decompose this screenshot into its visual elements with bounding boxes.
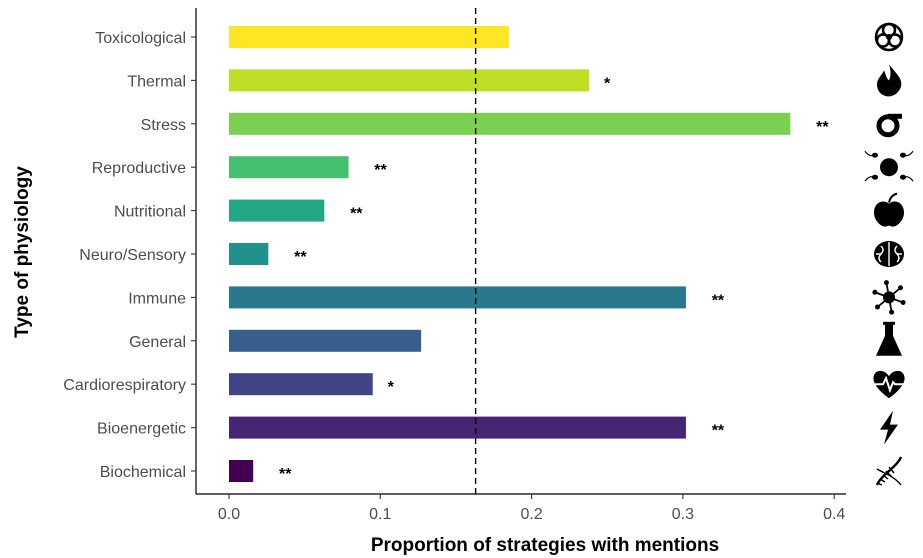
brain-icon (874, 241, 904, 267)
y-tick-label: Cardiorespiratory (63, 377, 186, 394)
y-tick-label: Biochemical (100, 464, 186, 481)
sperm-egg-icon (864, 150, 914, 182)
bar (229, 199, 325, 222)
y-axis-ticks: Toxicological Thermal Stress Reproductive Nu… (63, 30, 196, 481)
significance-label: * (388, 379, 395, 396)
flask-icon (876, 321, 902, 356)
bars-layer (229, 26, 791, 482)
y-tick-label: Nutritional (114, 204, 186, 221)
sigma-icon (876, 113, 902, 138)
heartbeat-icon (873, 370, 905, 399)
significance-label: ** (294, 249, 307, 266)
flame-icon (877, 64, 902, 97)
apple-icon (874, 192, 904, 227)
bar (229, 460, 254, 482)
bar (229, 286, 686, 309)
x-tick-label: 0.3 (672, 506, 694, 523)
bar (229, 329, 422, 352)
y-tick-label: Bioenergetic (97, 421, 186, 438)
significance-label: ** (374, 162, 387, 179)
x-tick-label: 0.0 (218, 506, 240, 523)
x-axis-title: Proportion of strategies with mentions (371, 535, 719, 556)
y-tick-label: General (129, 334, 186, 351)
significance-label: ** (350, 206, 363, 223)
y-axis-title: Type of physiology (12, 166, 33, 338)
bar (229, 416, 686, 439)
bar (229, 69, 590, 92)
significance-label: ** (279, 466, 292, 483)
y-tick-label: Neuro/Sensory (79, 247, 186, 264)
x-tick-label: 0.1 (369, 506, 391, 523)
y-tick-label: Reproductive (92, 160, 186, 177)
y-tick-label: Immune (128, 290, 186, 307)
bar (229, 373, 373, 396)
bar (229, 26, 509, 48)
lightning-icon (880, 410, 898, 445)
significance-label: * (604, 75, 611, 92)
y-tick-label: Stress (141, 117, 186, 134)
immune-cell-icon (872, 280, 906, 315)
bar (229, 156, 349, 179)
y-tick-label: Thermal (127, 73, 186, 90)
y-tick-label: Toxicological (95, 30, 186, 47)
x-axis-ticks: 0.0 0.1 0.2 0.3 0.4 (218, 494, 845, 523)
bar (229, 243, 269, 265)
category-icons (864, 22, 914, 486)
dna-icon (875, 456, 903, 486)
significance-label: ** (712, 423, 725, 440)
x-tick-label: 0.2 (520, 506, 542, 523)
significance-label: ** (712, 292, 725, 309)
significance-label: ** (816, 119, 829, 136)
biohazard-icon (874, 22, 904, 52)
x-tick-label: 0.4 (823, 506, 845, 523)
bar (229, 112, 791, 135)
significance-marks: **************** (279, 75, 829, 483)
